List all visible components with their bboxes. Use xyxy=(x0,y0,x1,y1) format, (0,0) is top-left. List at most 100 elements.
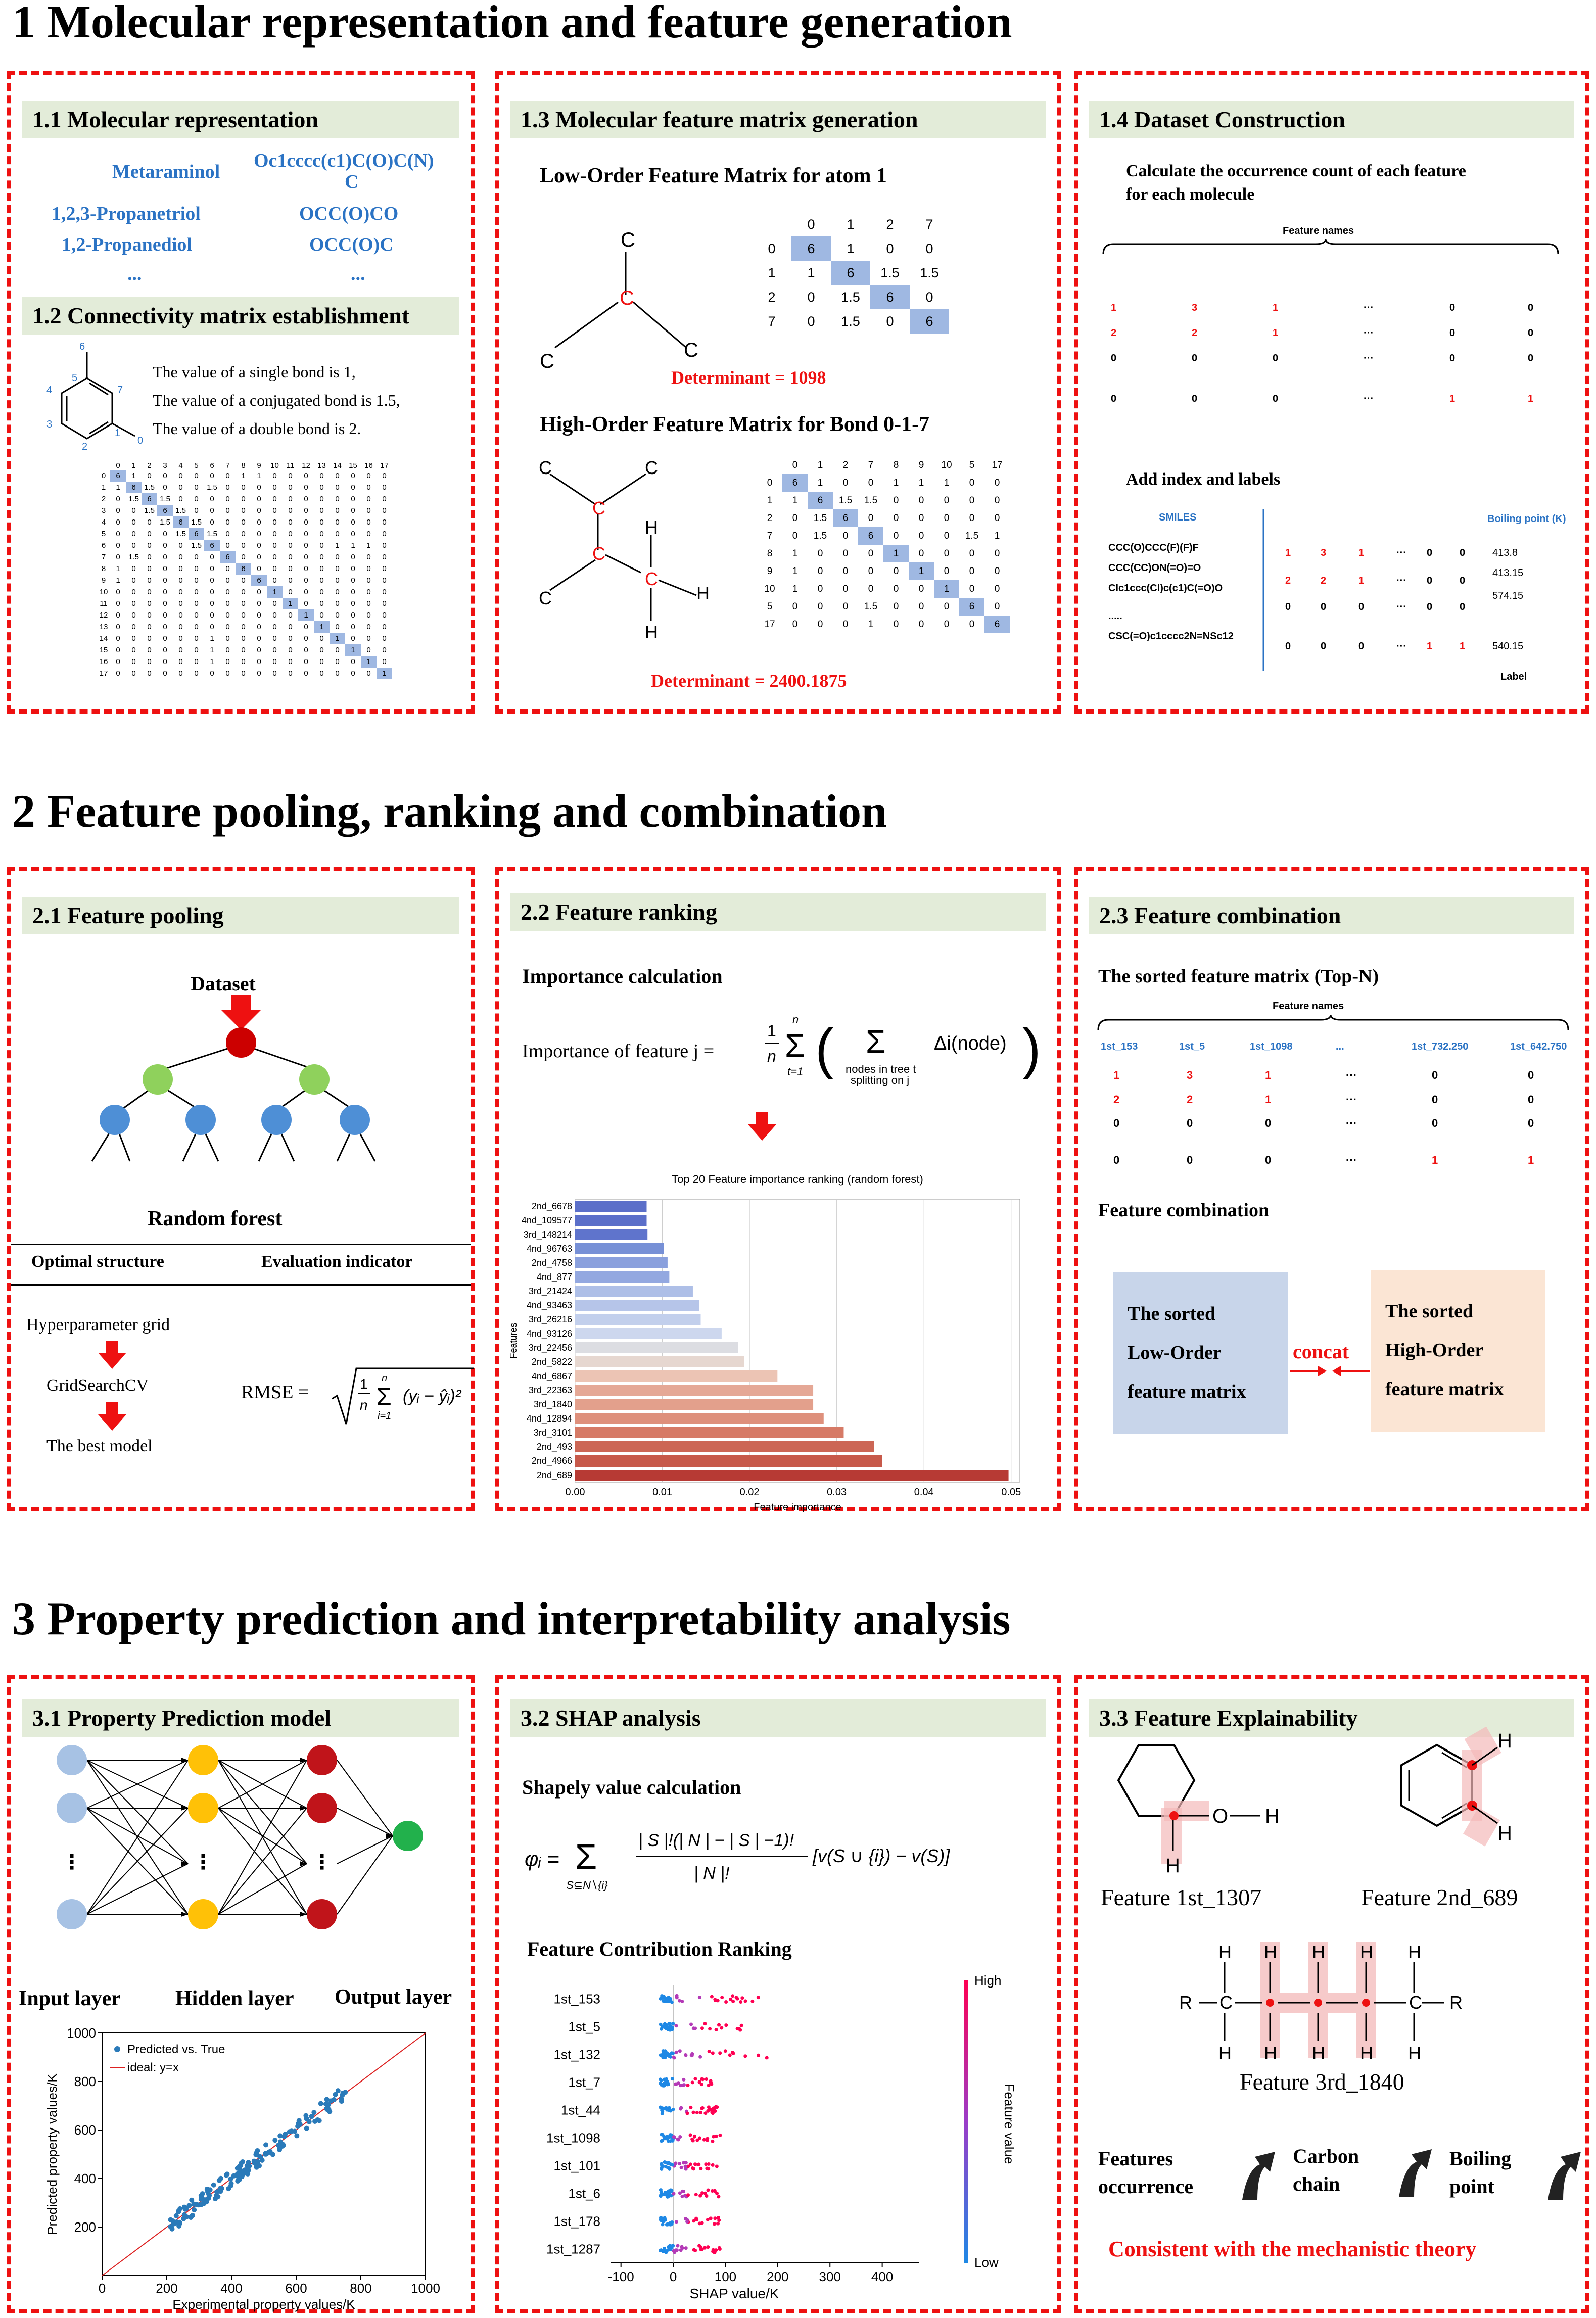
matrix-cell: 0 xyxy=(272,530,277,538)
matrix-cell: 6 xyxy=(782,474,808,492)
matrix-cell: 0 xyxy=(241,530,246,538)
x-tick: 1000 xyxy=(411,2281,440,2296)
grid-cell: 0 xyxy=(1427,547,1433,558)
matrix-cell: 1 xyxy=(116,564,120,573)
topn-header: 1st_732.250 xyxy=(1412,1041,1469,1052)
atom-label-4: 4 xyxy=(46,385,52,396)
matrix-cell: 0 xyxy=(131,599,136,608)
shap-point xyxy=(698,2055,702,2059)
matrix-cell: 0 xyxy=(241,669,246,678)
atom-label-1: 1 xyxy=(115,428,120,439)
matrix-cell: 0 xyxy=(116,669,120,678)
prediction-scatter: 0 200 200 400 400 600 600 800 800 1000 1000 Predict… xyxy=(44,2025,440,2312)
importance-calc-title: Importance calculation xyxy=(522,965,723,987)
svg-text:R: R xyxy=(1179,1992,1192,2013)
importance-chart: Top 20 Feature importance ranking (rando… xyxy=(508,1173,1021,1513)
matrix-cell: 0 xyxy=(288,657,293,666)
topn-cell: 1 xyxy=(1265,1069,1272,1081)
shap-point xyxy=(705,2194,709,2198)
matrix-cell: 0 xyxy=(817,565,823,577)
matrix-cell: 0 xyxy=(194,623,199,631)
shap-point xyxy=(667,2021,671,2025)
grid-cell: 0 xyxy=(1111,353,1117,364)
matrix-cell: 0 xyxy=(335,576,340,585)
matrix-cell: 0 xyxy=(304,599,308,608)
matrix-cell: 0 xyxy=(147,576,152,585)
matrix-cell: 0 xyxy=(304,646,308,654)
shap-point xyxy=(660,2139,664,2143)
data-point xyxy=(316,2118,322,2123)
matrix-cell: 0 xyxy=(319,588,324,596)
shap-point xyxy=(711,2051,715,2055)
shap-point xyxy=(692,2248,696,2252)
svg-text:H: H xyxy=(1497,1730,1512,1752)
matrix-cell: 0 xyxy=(319,646,324,654)
shap-point xyxy=(739,2000,743,2004)
matrix-cell: 0 xyxy=(194,599,199,608)
panel-title-1-4: 1.4 Dataset Construction xyxy=(1089,101,1574,138)
shap-point xyxy=(689,2053,693,2057)
step-gridsearchcv: GridSearchCV xyxy=(46,1376,149,1395)
matrix-cell: 0 xyxy=(351,657,355,666)
matrix-col-header: 5 xyxy=(969,459,975,470)
topn-cell: 2 xyxy=(1187,1093,1193,1106)
bar-3rd_22456 xyxy=(575,1342,738,1353)
matrix-cell: 0 xyxy=(257,541,261,550)
matrix-cell: 0 xyxy=(131,518,136,527)
shap-point xyxy=(674,2161,678,2165)
arrow-down-1 xyxy=(98,1341,126,1369)
shap-point xyxy=(667,2191,671,2195)
matrix-cell: 0 xyxy=(319,599,324,608)
shap-point xyxy=(708,2027,712,2031)
shap-point xyxy=(662,2219,666,2224)
category-label: 3rd_22363 xyxy=(529,1385,572,1396)
low-box-line3: feature matrix xyxy=(1128,1381,1246,1402)
matrix-cell: 0 xyxy=(194,564,199,573)
shap-point xyxy=(669,2055,673,2059)
matrix-cell: 0 xyxy=(178,657,183,666)
shap-point xyxy=(703,2111,708,2115)
shap-point xyxy=(670,2077,674,2081)
matrix-cell: 0 xyxy=(147,669,152,678)
y-tick: 400 xyxy=(74,2171,96,2186)
boiling-point-value: 413.8 xyxy=(1492,547,1518,558)
shap-feature-label: 1st_44 xyxy=(561,2103,600,2118)
matrix-cell: 1 xyxy=(210,657,214,666)
matrix-row-header: 11 xyxy=(100,599,108,608)
matrix-row-header: 1 xyxy=(101,483,106,492)
matrix-cell: 0 xyxy=(319,471,324,480)
matrix-cell: 1 xyxy=(868,619,874,630)
matrix-col-header: 10 xyxy=(270,461,279,470)
matrix-cell: 0 xyxy=(382,564,387,573)
matrix-cell: 0 xyxy=(241,634,246,643)
matrix-col-header: 16 xyxy=(364,461,373,470)
shap-point xyxy=(674,2050,678,2054)
feature-combination-title: Feature combination xyxy=(1098,1200,1270,1221)
topn-cell: 0 xyxy=(1432,1069,1438,1081)
data-point xyxy=(312,2118,318,2124)
matrix-cell: 0 xyxy=(304,495,308,503)
importance-formula: 1 n Σ n t=1 ( Σ nodes in tree t splittin… xyxy=(765,1013,1041,1086)
matrix-cell: 0 xyxy=(304,483,308,492)
panel-title-2-1: 2.1 Feature pooling xyxy=(22,897,459,934)
matrix-cell: 0 xyxy=(817,601,823,612)
topn-header: 1st_153 xyxy=(1101,1041,1138,1052)
features-occurrence-2: occurrence xyxy=(1098,2175,1194,2198)
grid-cell: ··· xyxy=(1364,327,1374,339)
shap-point xyxy=(715,2164,719,2168)
matrix-cell: 0 xyxy=(288,634,293,643)
matrix-cell: 0 xyxy=(178,669,183,678)
matrix-row-header: 0 xyxy=(101,471,106,480)
grid-cell: 1 xyxy=(1111,302,1117,313)
matrix-cell: 0 xyxy=(382,518,387,527)
svg-text:H: H xyxy=(1264,2043,1277,2063)
matrix-row-header: 7 xyxy=(767,530,773,541)
matrix-cell: 0 xyxy=(147,518,152,527)
x-tick: 0 xyxy=(99,2281,106,2296)
atom-c-top: C xyxy=(621,229,635,251)
matrix-cell: 0 xyxy=(288,564,293,573)
matrix-cell: 0 xyxy=(272,518,277,527)
matrix-cell: 0 xyxy=(241,541,246,550)
shap-point xyxy=(669,2194,673,2198)
panel-1-4: 1.4 Dataset Construction Calculate the o… xyxy=(1074,71,1589,714)
